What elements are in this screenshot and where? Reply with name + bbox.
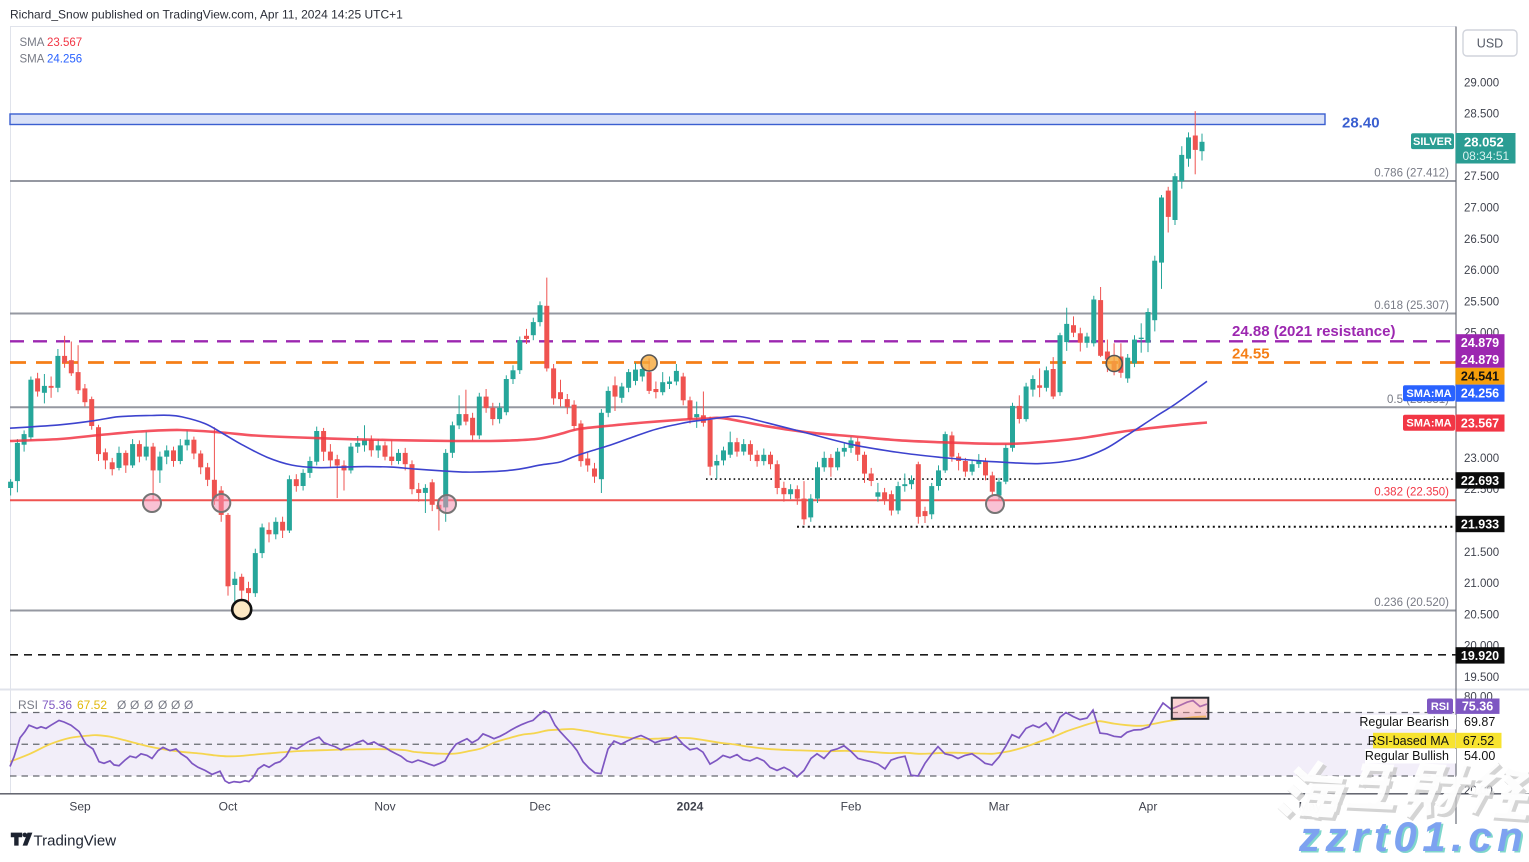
- svg-text:Ø: Ø: [184, 698, 193, 712]
- svg-text:24.879: 24.879: [1461, 353, 1499, 367]
- svg-text:Ø: Ø: [130, 698, 139, 712]
- svg-text:RSI: RSI: [1431, 701, 1449, 713]
- svg-text:2024: 2024: [677, 800, 704, 814]
- svg-text:24.879: 24.879: [1461, 336, 1499, 350]
- svg-text:26.000: 26.000: [1464, 265, 1499, 277]
- svg-text:SILVER: SILVER: [1413, 136, 1452, 148]
- svg-text:Sep: Sep: [69, 800, 91, 814]
- svg-text:TradingView: TradingView: [34, 833, 117, 850]
- svg-text:Nov: Nov: [374, 800, 395, 814]
- svg-text:75.36: 75.36: [1462, 700, 1493, 714]
- svg-text:zzrt01.cn: zzrt01.cn: [1298, 813, 1528, 857]
- svg-text:20.500: 20.500: [1464, 609, 1499, 621]
- svg-text:RSI: RSI: [18, 698, 38, 712]
- svg-text:Ø: Ø: [144, 698, 153, 712]
- svg-text:0.786 (27.412): 0.786 (27.412): [1374, 168, 1449, 180]
- svg-text:24.256: 24.256: [47, 54, 82, 66]
- svg-text:SMA:MA: SMA:MA: [1406, 418, 1451, 430]
- svg-text:19.500: 19.500: [1464, 672, 1499, 684]
- svg-text:SMA: SMA: [20, 54, 45, 66]
- svg-text:67.52: 67.52: [77, 698, 107, 712]
- svg-text:67.52: 67.52: [1463, 734, 1494, 748]
- svg-text:75.36: 75.36: [42, 698, 72, 712]
- svg-text:RSI-based MA: RSI-based MA: [1368, 734, 1450, 748]
- svg-text:Ø: Ø: [117, 698, 126, 712]
- svg-text:0.382 (22.350): 0.382 (22.350): [1374, 487, 1449, 499]
- svg-text:24.541: 24.541: [1461, 370, 1499, 384]
- svg-text:23.567: 23.567: [1461, 416, 1499, 430]
- svg-text:Dec: Dec: [529, 800, 550, 814]
- svg-text:19.920: 19.920: [1461, 649, 1499, 663]
- svg-text:zzrt01.cn: zzrt01.cn: [1300, 815, 1529, 858]
- svg-text:27.500: 27.500: [1464, 171, 1499, 183]
- svg-text:22.693: 22.693: [1461, 474, 1499, 488]
- svg-text:21.500: 21.500: [1464, 547, 1499, 559]
- svg-text:21.000: 21.000: [1464, 578, 1499, 590]
- svg-text:Apr: Apr: [1139, 800, 1158, 814]
- svg-text:27.000: 27.000: [1464, 203, 1499, 215]
- svg-text:23.000: 23.000: [1464, 453, 1499, 465]
- svg-text:28.500: 28.500: [1464, 109, 1499, 121]
- svg-text:23.567: 23.567: [47, 37, 82, 49]
- svg-text:Ø: Ø: [171, 698, 180, 712]
- svg-text:Richard_Snow published on Trad: Richard_Snow published on TradingView.co…: [10, 8, 403, 22]
- svg-text:Ø: Ø: [158, 698, 167, 712]
- svg-text:26.500: 26.500: [1464, 234, 1499, 246]
- svg-text:24.256: 24.256: [1461, 387, 1499, 401]
- svg-text:Oct: Oct: [219, 800, 238, 814]
- svg-text:0.618 (25.307): 0.618 (25.307): [1374, 300, 1449, 312]
- svg-text:08:34:51: 08:34:51: [1463, 149, 1510, 163]
- svg-text:24.88 (2021 resistance): 24.88 (2021 resistance): [1232, 323, 1395, 340]
- svg-text:21.933: 21.933: [1461, 517, 1499, 531]
- svg-text:SMA:MA: SMA:MA: [1406, 388, 1451, 400]
- svg-text:69.87: 69.87: [1464, 715, 1495, 729]
- svg-text:24.55: 24.55: [1232, 346, 1270, 363]
- svg-text:USD: USD: [1477, 37, 1503, 51]
- svg-text:SMA: SMA: [20, 37, 45, 49]
- svg-text:29.000: 29.000: [1464, 77, 1499, 89]
- svg-text:Feb: Feb: [841, 800, 862, 814]
- svg-text:25.500: 25.500: [1464, 296, 1499, 308]
- svg-text:54.00: 54.00: [1464, 749, 1495, 763]
- svg-text:0.236 (20.520): 0.236 (20.520): [1374, 597, 1449, 609]
- svg-text:Regular Bullish: Regular Bullish: [1365, 749, 1449, 763]
- svg-text:Mar: Mar: [989, 800, 1010, 814]
- svg-text:28.052: 28.052: [1464, 135, 1504, 150]
- svg-text:28.40: 28.40: [1342, 115, 1380, 132]
- svg-text:Regular Bearish: Regular Bearish: [1359, 715, 1449, 729]
